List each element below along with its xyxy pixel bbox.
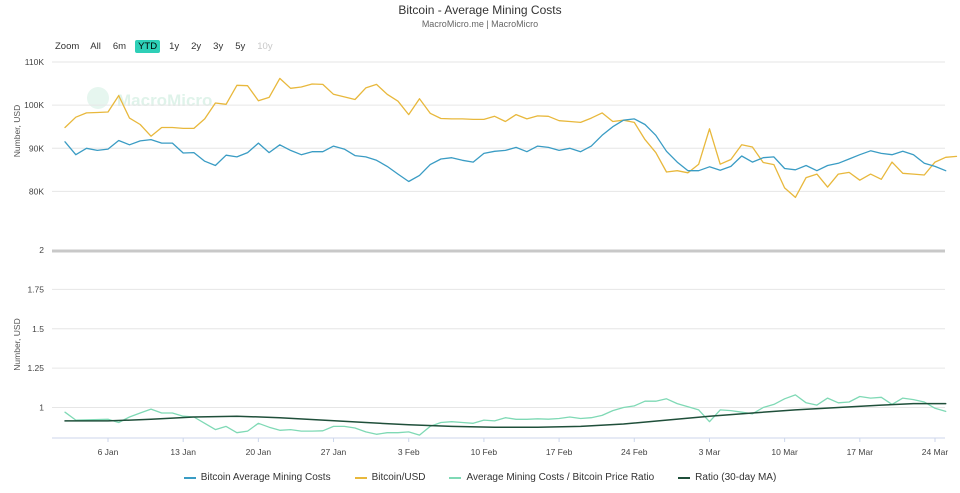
legend: Bitcoin Average Mining Costs Bitcoin/USD… [0,472,960,483]
series-line-mining-cost[interactable] [64,118,947,183]
x-tick-label: 13 Jan [170,447,196,457]
zoom-button-2y[interactable]: 2y [191,41,202,52]
legend-swatch-mining-cost [183,476,196,479]
series-line-btc-usd[interactable] [64,77,958,199]
watermark-logo-icon [87,87,109,109]
x-tick-label: 24 Mar [922,447,949,457]
chart-title: Bitcoin - Average Mining Costs [398,3,562,17]
zoom-button-3y[interactable]: 3y [213,41,224,52]
x-tick-label: 3 Feb [398,447,420,457]
series-line-ratio[interactable] [64,394,947,436]
legend-label-ratio: Average Mining Costs / Bitcoin Price Rat… [466,472,655,483]
chart-area: MacroMicro 80K 90K 100K 110K Number, USD 1 1.25… [12,57,958,457]
zoom-button-6m[interactable]: 6m [112,41,127,52]
top-panel-y-tick-label: 110K [25,57,45,67]
chart-subtitle: MacroMicro.me | MacroMicro [421,19,539,29]
zoom-button-1y[interactable]: 1y [169,41,180,52]
x-tick-label: 6 Jan [98,447,119,457]
bottom-panel-y-tick-label: 1.5 [32,324,44,334]
legend-swatch-ratio-ma [678,476,691,479]
top-panel-y-tick-label: 100K [24,100,44,110]
legend-item-btc-usd[interactable]: Bitcoin/USD [354,472,426,483]
legend-swatch-ratio [449,476,462,479]
legend-item-ratio[interactable]: Average Mining Costs / Bitcoin Price Rat… [449,472,654,483]
x-tick-label: 3 Mar [699,447,721,457]
top-panel-y-tick-label: 90K [29,143,44,153]
legend-swatch-btc-usd [354,476,367,479]
series-line-ratio-ma[interactable] [64,402,947,428]
bottom-panel-y-tick-label: 1.75 [27,284,44,294]
x-tick-label: 20 Jan [246,447,272,457]
zoom-button-ytd[interactable]: YTD [135,40,161,53]
legend-item-ratio-ma[interactable]: Ratio (30-day MA) [678,472,776,483]
top-panel-y-tick-label: 80K [29,186,44,196]
x-tick-label: 17 Feb [546,447,573,457]
legend-label-mining-cost: Bitcoin Average Mining Costs [200,472,331,483]
watermark-text: MacroMicro [117,91,212,110]
bottom-panel-y-tick-label: 1 [39,403,44,413]
top-panel-y-axis-label: Number, USD [12,105,22,157]
bottom-panel-y-axis-label: Number, USD [12,318,22,370]
x-tick-label: 24 Feb [621,447,648,457]
legend-label-btc-usd: Bitcoin/USD [371,472,426,483]
zoom-selector: Zoom All 6m YTD 1y 2y 3y 5y 10y [55,40,282,53]
zoom-button-5y[interactable]: 5y [235,41,246,52]
legend-item-mining-cost[interactable]: Bitcoin Average Mining Costs [183,472,331,483]
zoom-label: Zoom [55,41,80,52]
x-tick-label: 17 Mar [847,447,874,457]
x-tick-label: 10 Mar [771,447,798,457]
bottom-panel-y-tick-label: 2 [39,245,44,255]
x-tick-label: 27 Jan [321,447,347,457]
zoom-button-all[interactable]: All [90,41,101,52]
bottom-panel-y-tick-label: 1.25 [27,363,44,373]
x-tick-label: 10 Feb [471,447,498,457]
legend-label-ratio-ma: Ratio (30-day MA) [695,472,777,483]
zoom-button-10y: 10y [257,41,273,52]
